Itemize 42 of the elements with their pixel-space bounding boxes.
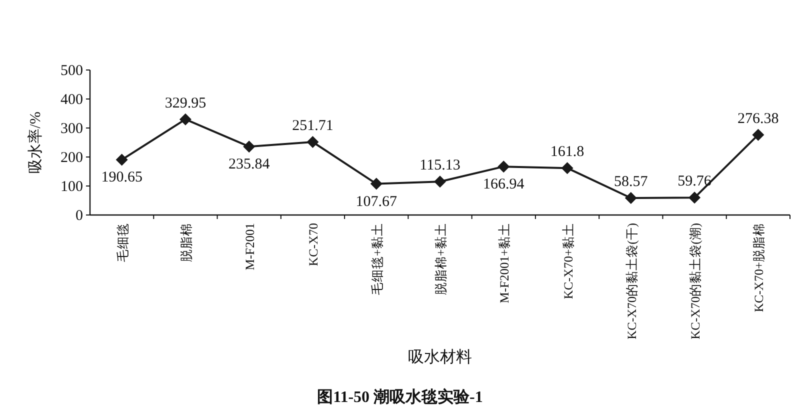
x-tick-label: 毛细毯+黏土 bbox=[370, 223, 384, 296]
data-label: 59.76 bbox=[678, 174, 712, 190]
point bbox=[688, 192, 701, 204]
x-tick-label: M-F2001 bbox=[243, 223, 258, 270]
text: 图11-50 潮吸水毯实验-1 bbox=[317, 388, 483, 406]
data-label: 166.94 bbox=[483, 176, 525, 193]
data-label: 107.67 bbox=[356, 194, 398, 210]
x-tick-label: 脱脂棉+黏土 bbox=[434, 223, 448, 296]
x-tick-label: KC-X70的黏土袋(潮) bbox=[688, 223, 703, 340]
data-label: 235.84 bbox=[228, 156, 270, 173]
data-label: 115.13 bbox=[420, 158, 460, 174]
x-tick-label: KC-X70+黏土 bbox=[561, 223, 576, 300]
point bbox=[434, 176, 446, 188]
point bbox=[624, 192, 637, 204]
data-label: 329.95 bbox=[164, 95, 206, 112]
point bbox=[243, 140, 256, 153]
data-label: 161.8 bbox=[550, 144, 584, 160]
data-label: 251.71 bbox=[292, 118, 334, 134]
x-tick-label: M-F2001+黏土 bbox=[498, 223, 512, 304]
x-tick-label: KC-X70+脱脂棉 bbox=[752, 223, 766, 312]
data-label: 276.38 bbox=[738, 110, 779, 127]
point bbox=[306, 136, 319, 148]
y-axis-title: 吸水率/% bbox=[27, 112, 44, 174]
y-tick-label: 400 bbox=[60, 92, 83, 108]
data-label: 190.65 bbox=[101, 170, 142, 186]
x-tick-label: KC-X70 bbox=[306, 223, 321, 266]
point bbox=[116, 154, 128, 166]
y-tick-label: 0 bbox=[76, 208, 83, 224]
x-tick-label: KC-X70的黏土袋(干) bbox=[624, 223, 639, 340]
point bbox=[561, 162, 574, 174]
point bbox=[370, 178, 382, 190]
point bbox=[179, 113, 192, 126]
x-axis-title: 吸水材料 bbox=[408, 348, 472, 366]
y-tick-label: 300 bbox=[60, 121, 83, 137]
data-label: 58.57 bbox=[614, 174, 648, 190]
y-tick-label: 200 bbox=[60, 150, 83, 166]
y-tick-label: 100 bbox=[60, 179, 83, 195]
y-tick-label: 500 bbox=[60, 63, 83, 79]
point bbox=[752, 128, 764, 141]
x-tick-label: 毛细毯 bbox=[116, 223, 130, 262]
x-tick-label: 脱脂棉 bbox=[179, 223, 194, 262]
point bbox=[498, 160, 510, 173]
